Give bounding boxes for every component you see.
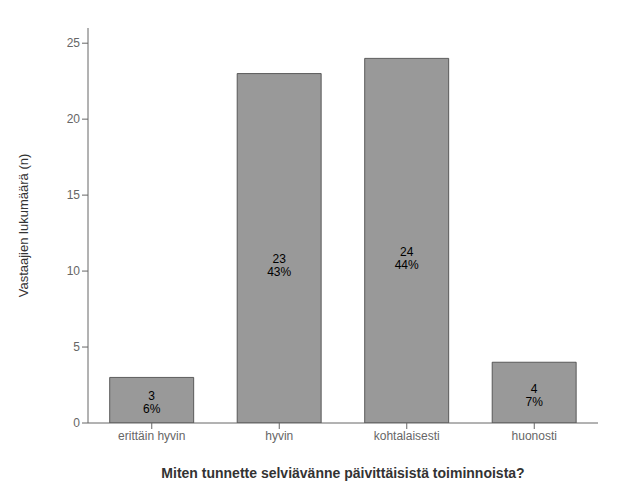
svg-text:Miten tunnette selviävänne päi: Miten tunnette selviävänne päivittäisist…	[161, 465, 524, 481]
svg-text:huonosti: huonosti	[512, 429, 557, 443]
svg-text:erittäin hyvin: erittäin hyvin	[118, 429, 185, 443]
svg-text:5: 5	[73, 340, 80, 354]
svg-text:2444%: 2444%	[395, 245, 419, 272]
svg-text:25: 25	[67, 36, 81, 50]
svg-text:Vastaajien lukumäärä (n): Vastaajien lukumäärä (n)	[16, 154, 31, 298]
svg-text:hyvin: hyvin	[265, 429, 293, 443]
svg-text:kohtalaisesti: kohtalaisesti	[374, 429, 440, 443]
svg-text:0: 0	[73, 416, 80, 430]
svg-text:2343%: 2343%	[267, 252, 291, 279]
svg-text:47%: 47%	[526, 382, 544, 409]
svg-text:36%: 36%	[143, 389, 161, 416]
svg-text:10: 10	[67, 264, 81, 278]
svg-text:20: 20	[67, 112, 81, 126]
svg-text:15: 15	[67, 188, 81, 202]
